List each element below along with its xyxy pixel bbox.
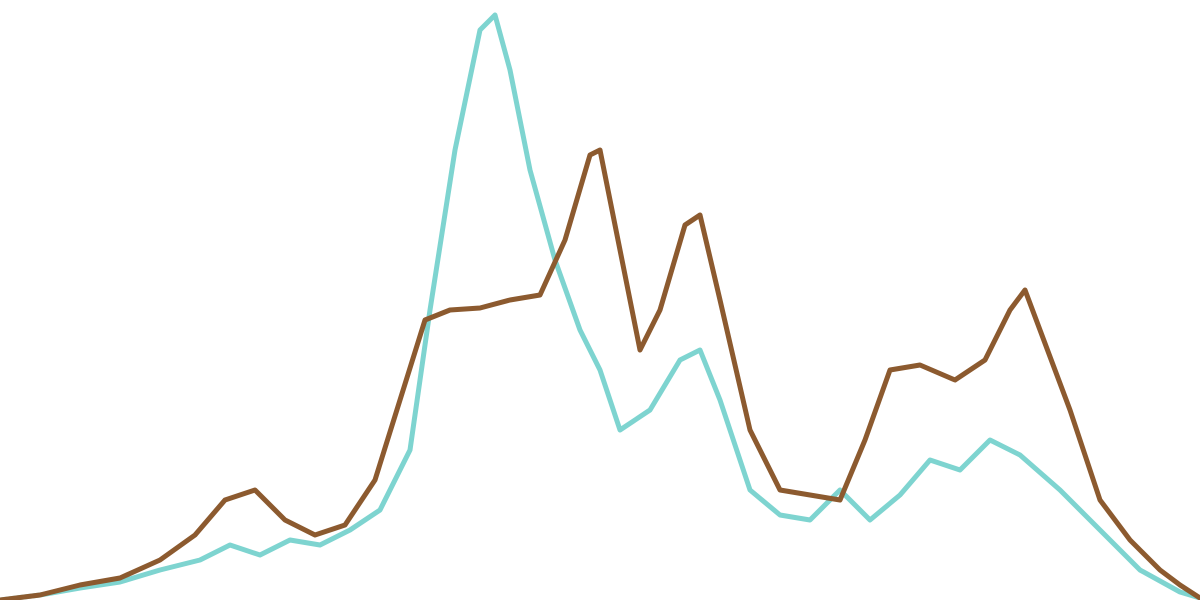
line-series-teal: [0, 15, 1200, 600]
line-chart: [0, 0, 1200, 600]
